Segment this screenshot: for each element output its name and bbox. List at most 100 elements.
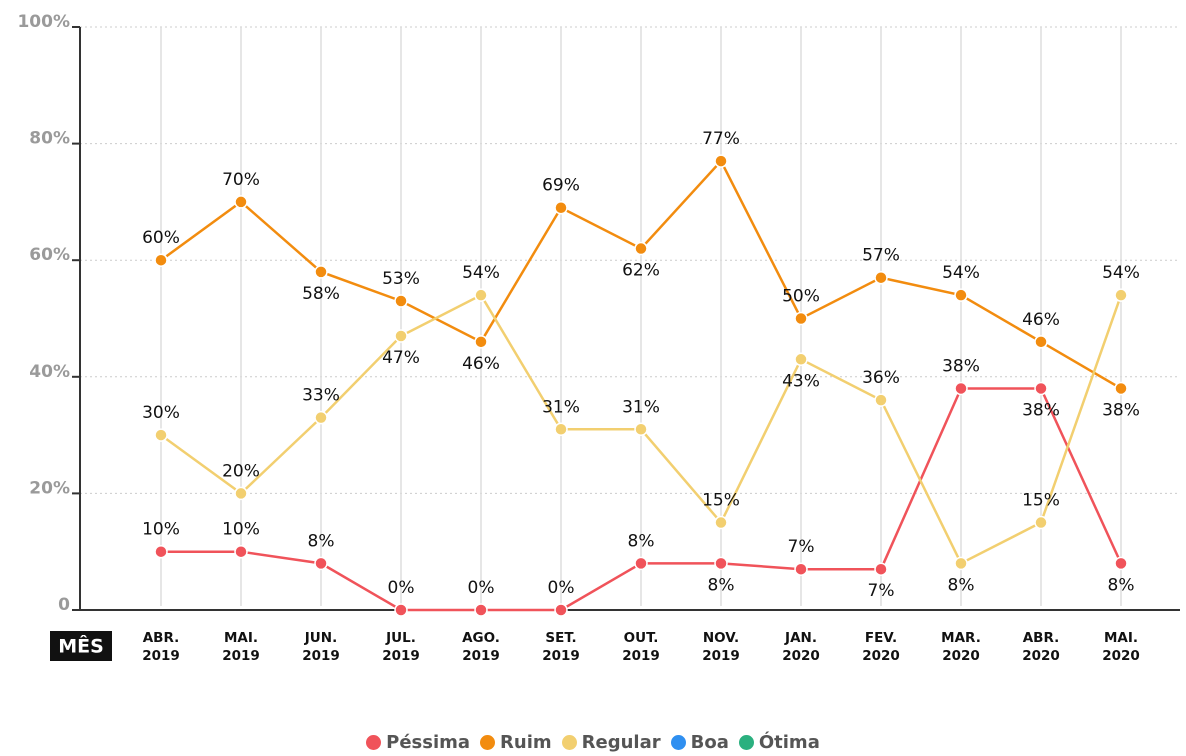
data-point xyxy=(554,603,568,617)
data-label: 0% xyxy=(548,578,575,598)
data-point xyxy=(234,486,248,501)
data-point xyxy=(394,294,408,308)
legend-swatch xyxy=(561,735,577,750)
legend-item: Ruim xyxy=(480,732,552,753)
data-point xyxy=(954,556,968,571)
data-label: 8% xyxy=(1108,575,1135,595)
x-tick-label: AGO. 2019 xyxy=(462,630,500,664)
data-point xyxy=(314,410,328,425)
data-label: 43% xyxy=(782,371,820,391)
legend-label: Péssima xyxy=(386,732,471,753)
data-point xyxy=(474,603,488,617)
data-label: 31% xyxy=(542,397,580,417)
x-tick-label: SET. 2019 xyxy=(542,630,580,664)
data-label: 15% xyxy=(702,491,740,511)
data-label: 53% xyxy=(382,269,420,289)
legend-swatch xyxy=(670,735,686,750)
data-label: 8% xyxy=(708,575,735,595)
data-label: 54% xyxy=(462,263,500,283)
y-tick-label: 0 xyxy=(58,595,70,615)
data-point xyxy=(1114,288,1128,302)
data-point xyxy=(954,381,968,396)
data-label: 50% xyxy=(782,287,820,307)
data-point xyxy=(554,200,568,215)
data-point xyxy=(394,329,408,343)
y-tick-label: 80% xyxy=(29,129,70,149)
data-label: 36% xyxy=(862,368,900,388)
data-label: 30% xyxy=(142,403,180,423)
data-label: 8% xyxy=(948,575,975,595)
data-label: 8% xyxy=(308,531,335,551)
y-tick-label: 20% xyxy=(29,478,70,498)
data-point xyxy=(874,562,888,576)
x-tick-label: JAN. 2020 xyxy=(782,630,820,664)
data-point xyxy=(1034,335,1048,349)
data-label: 33% xyxy=(302,386,340,406)
data-point xyxy=(474,288,488,302)
data-point xyxy=(794,352,808,367)
x-tick-label: MAI. 2020 xyxy=(1102,630,1140,664)
legend-item: Ótima xyxy=(738,732,820,753)
data-label: 70% xyxy=(222,170,260,190)
data-point xyxy=(794,311,808,326)
data-label: 8% xyxy=(628,531,655,551)
data-label: 7% xyxy=(868,581,895,601)
data-point xyxy=(634,422,648,437)
data-point xyxy=(1114,381,1128,396)
data-label: 77% xyxy=(702,129,740,149)
data-point xyxy=(634,556,648,571)
x-tick-label: ABR. 2019 xyxy=(142,630,180,664)
data-point xyxy=(234,195,248,209)
data-point xyxy=(154,544,168,559)
data-point xyxy=(154,253,168,267)
chart: MÊS 0 20% 40% 60% 80% 100% ABR. 2019 MAI. 2019 JUN… xyxy=(17,12,1180,664)
legend-label: Ruim xyxy=(500,732,552,753)
legend-label: Regular xyxy=(581,732,661,753)
data-point xyxy=(714,515,728,530)
legend-item: Péssima xyxy=(366,732,470,753)
data-point xyxy=(554,422,568,437)
x-tick-label: NOV. 2019 xyxy=(702,630,740,664)
data-point xyxy=(794,562,808,576)
data-label: 38% xyxy=(942,356,980,376)
data-point xyxy=(874,393,888,407)
x-tick-label: MAI. 2019 xyxy=(222,630,260,664)
legend-item: Regular xyxy=(561,732,661,753)
legend-label: Ótima xyxy=(758,732,820,753)
legend-label: Boa xyxy=(690,732,729,753)
x-tick-label: FEV. 2020 xyxy=(862,630,900,664)
data-point xyxy=(714,154,728,168)
data-point xyxy=(714,556,728,571)
legend-swatch xyxy=(738,735,754,750)
x-tick-label: JUL. 2019 xyxy=(382,630,420,664)
x-tick-label: OUT. 2019 xyxy=(622,630,660,664)
data-label: 31% xyxy=(622,397,660,417)
data-point xyxy=(314,556,328,571)
data-label: 15% xyxy=(1022,491,1060,511)
data-label: 46% xyxy=(462,354,500,374)
data-point xyxy=(234,544,248,559)
data-point xyxy=(874,270,888,285)
data-label: 54% xyxy=(942,263,980,283)
data-label: 10% xyxy=(222,520,260,540)
data-point xyxy=(394,603,408,617)
data-label: 58% xyxy=(302,284,340,304)
x-axis-label: MÊS xyxy=(58,635,104,658)
data-label: 62% xyxy=(622,261,660,281)
data-point xyxy=(1114,556,1128,571)
data-point xyxy=(954,288,968,302)
data-label: 10% xyxy=(142,520,180,540)
data-label: 60% xyxy=(142,228,180,248)
y-tick-label: 60% xyxy=(29,245,70,265)
data-label: 57% xyxy=(862,246,900,266)
x-tick-label: ABR. 2020 xyxy=(1022,630,1060,664)
legend-swatch xyxy=(366,735,382,750)
x-tick-label: MAR. 2020 xyxy=(941,630,981,664)
data-point xyxy=(634,241,648,256)
data-label: 38% xyxy=(1022,400,1060,420)
legend: Péssima Ruim Regular Boa Ótima xyxy=(0,732,1186,753)
legend-swatch xyxy=(480,735,496,750)
data-label: 47% xyxy=(382,348,420,368)
data-label: 0% xyxy=(468,578,495,598)
